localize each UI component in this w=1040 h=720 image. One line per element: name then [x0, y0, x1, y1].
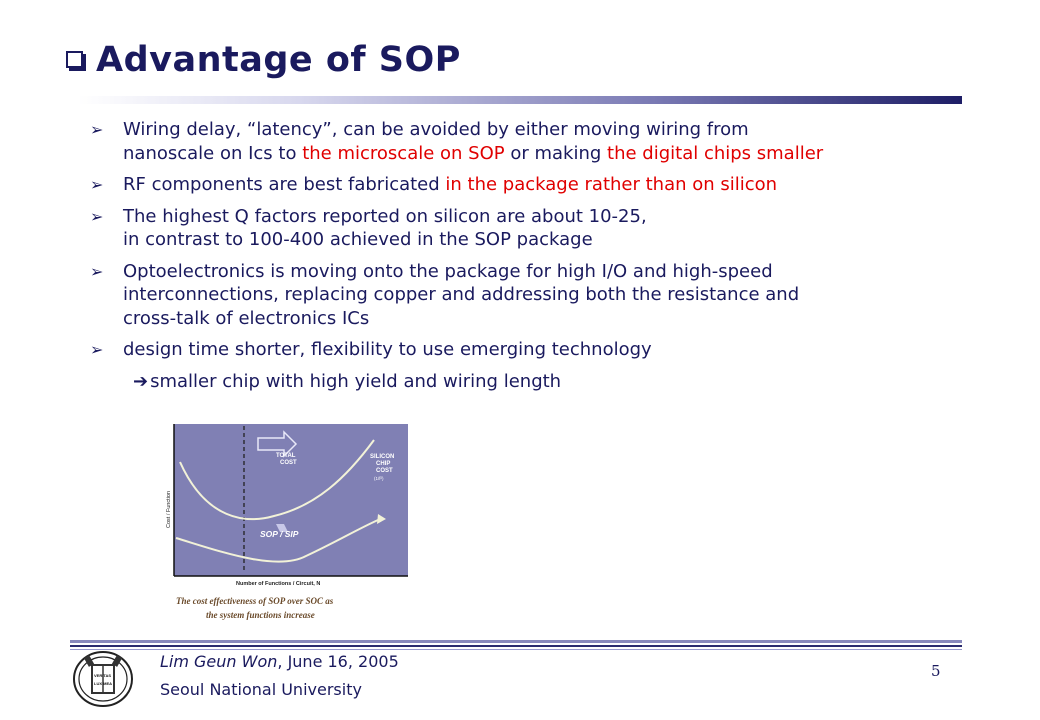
author-line: Lim Geun Won, June 16, 2005 [160, 652, 399, 671]
bullet-text: The highest Q factors reported on silico… [123, 205, 990, 252]
bullet-list: ➢ Wiring delay, “latency”, can be avoided… [90, 118, 990, 393]
text-segment: interconnections, replacing copper and a… [123, 284, 800, 305]
bullet-line: The highest Q factors reported on silico… [123, 205, 990, 229]
bullet-line: nanoscale on Ics to the microscale on SO… [123, 142, 990, 166]
bullet-text: RF components are best fabricated in the… [123, 173, 990, 197]
silicon-label-small: (1/f²) [374, 476, 384, 481]
total-cost-label-1: TOTAL [276, 453, 296, 459]
text-segment: or making [504, 142, 608, 164]
presentation-date: , June 16, 2005 [277, 652, 399, 671]
arrowhead-icon: ➢ [90, 175, 104, 194]
bullet-text: Wiring delay, “latency”, can be avoided … [123, 118, 990, 165]
text-segment: in contrast to 100-400 achieved in the S… [123, 229, 593, 250]
total-cost-arrow [257, 430, 298, 458]
bullet-text: design time shorter, flexibility to use … [123, 338, 990, 362]
highlighted-text: the digital chips smaller [607, 142, 824, 164]
total-cost-label-2: COST [280, 460, 297, 466]
bullet-item: ➢ Wiring delay, “latency”, can be avoided… [90, 118, 990, 165]
bullet-text: Optoelectronics is moving onto the packa… [123, 260, 990, 331]
right-arrow-icon: ➔ [133, 370, 149, 392]
conclusion-text: smaller chip with high yield and wiring … [150, 370, 562, 392]
silicon-label-2: CHIP [376, 461, 390, 467]
conclusion-line: ➔ smaller chip with high yield and wiring… [133, 370, 990, 393]
highlighted-text: the microscale on SOP [302, 142, 505, 164]
bullet-line: Optoelectronics is moving onto the packa… [123, 260, 990, 284]
title-underline-bar [78, 96, 962, 104]
svg-text:LUX MEA: LUX MEA [94, 681, 112, 686]
university-name: Seoul National University [160, 680, 362, 699]
total-cost-curve [179, 439, 375, 521]
text-segment: nanoscale on Ics to [123, 142, 303, 164]
text-segment: The highest Q factors reported on silico… [123, 205, 647, 227]
bullet-line: RF components are best fabricated in the… [123, 173, 990, 197]
bullet-line: in contrast to 100-400 achieved in the S… [123, 228, 990, 252]
bullet-line: design time shorter, flexibility to use … [123, 338, 990, 362]
bullet-line: cross-talk of electronics ICs [123, 307, 990, 331]
chart-panel [174, 424, 408, 576]
highlighted-text: in the package rather than on silicon [445, 174, 778, 195]
arrowhead-icon: ➢ [90, 120, 104, 139]
footer-divider [70, 640, 962, 650]
arrowhead-icon: ➢ [90, 261, 104, 281]
arrowhead-icon: ➢ [90, 340, 104, 359]
bullet-item: ➢ RF components are best fabricated in th… [90, 173, 990, 197]
checkbox-square-icon [64, 48, 88, 72]
text-segment: design time shorter, flexibility to use … [123, 339, 652, 360]
slide-title-row: Advantage of SOP [64, 40, 461, 80]
arrowhead-icon: ➢ [90, 206, 104, 226]
svg-text:VERITAS: VERITAS [94, 673, 111, 678]
text-segment: RF components are best fabricated [123, 174, 446, 195]
bullet-item: ➢ The highest Q factors reported on silic… [90, 205, 990, 252]
y-axis-label: Cost / Function [166, 491, 172, 528]
author-name: Lim Geun Won [160, 652, 278, 671]
caption-line-1: The cost effectiveness of SOP over SOC a… [176, 596, 334, 606]
text-segment: cross-talk of electronics ICs [123, 307, 370, 329]
text-segment: Wiring delay, “latency”, can be avoided … [123, 119, 749, 140]
cost-chart-figure: TOTAL COST SILICON CHIP COST (1/f²) SOP … [166, 420, 408, 626]
sop-curve [175, 519, 379, 563]
university-logo: VERITAS LUX MEA [72, 650, 134, 708]
page-number: 5 [931, 662, 941, 680]
bullet-line: Wiring delay, “latency”, can be avoided … [123, 118, 990, 142]
bullet-item: ➢ Optoelectronics is moving onto the pack… [90, 260, 990, 331]
slide-title: Advantage of SOP [96, 40, 461, 80]
caption-line-2: the system functions increase [206, 610, 315, 620]
silicon-label-1: SILICON [370, 454, 394, 460]
bullet-line: interconnections, replacing copper and a… [123, 283, 990, 307]
silicon-label-3: COST [376, 468, 393, 474]
cost-chart-image: TOTAL COST SILICON CHIP COST (1/f²) SOP … [166, 420, 408, 626]
bullet-item: ➢ design time shorter, flexibility to use… [90, 338, 990, 362]
x-axis-label: Number of Functions / Circuit, N [236, 581, 320, 587]
sop-sip-label: SOP / SIP [260, 529, 299, 539]
text-segment: Optoelectronics is moving onto the packa… [123, 260, 773, 282]
